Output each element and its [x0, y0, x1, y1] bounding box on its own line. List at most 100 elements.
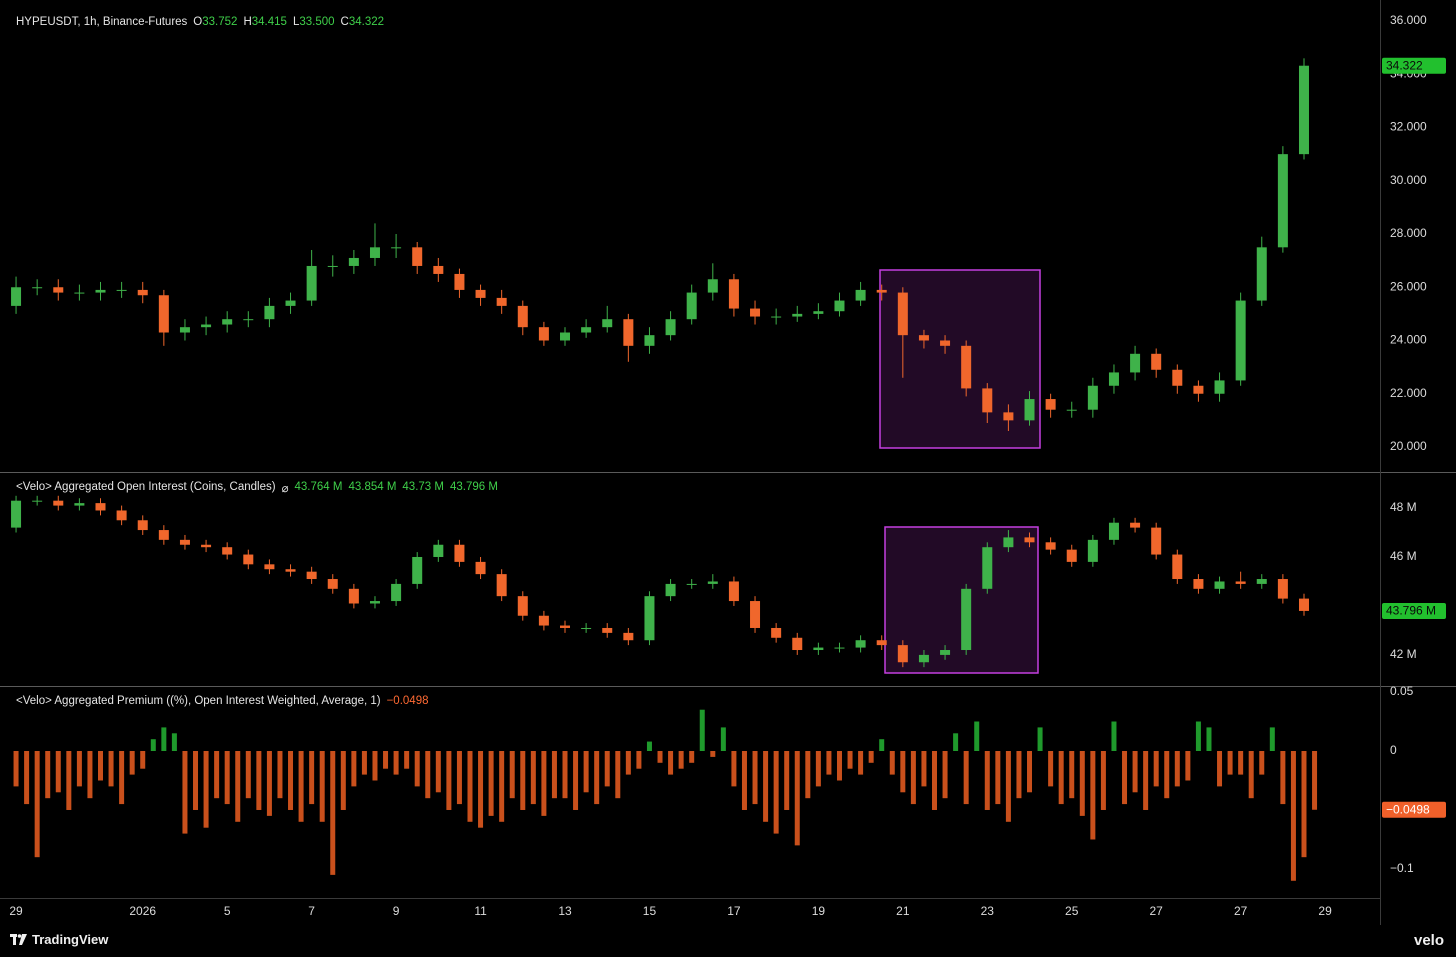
candle-body: [1108, 372, 1119, 386]
candle-body: [918, 654, 929, 663]
premium-bar: [1090, 751, 1096, 840]
candle-body: [750, 601, 761, 628]
candle-body: [179, 539, 190, 545]
candle-body: [686, 292, 697, 320]
candle-body: [1256, 247, 1267, 301]
ohlc: H34.415: [243, 16, 287, 28]
candle-body: [201, 324, 212, 328]
premium-bar: [710, 751, 716, 757]
last-value-label: −0.0498: [1386, 802, 1430, 816]
candle-body: [74, 503, 85, 506]
premium-bar: [636, 751, 642, 769]
candle-body: [1172, 554, 1183, 580]
candle-body: [306, 571, 317, 580]
candle-body: [560, 625, 571, 628]
candle-body: [222, 547, 233, 555]
premium-bar: [277, 751, 283, 799]
premium-bar: [393, 751, 399, 775]
ohlc-value: 43.854 M: [348, 481, 397, 493]
x-tick-label: 7: [308, 904, 315, 918]
x-tick-label: 5: [224, 904, 231, 918]
candle-body: [137, 520, 148, 531]
candle-body: [581, 627, 592, 629]
premium-bar: [836, 751, 842, 781]
candle-body: [876, 640, 887, 646]
premium-bar: [826, 751, 832, 775]
candle-body: [454, 544, 465, 562]
header-title: <Velo> Aggregated Open Interest (Coins, …: [16, 481, 276, 493]
premium-bar: [1259, 751, 1265, 775]
candle-body: [1298, 65, 1309, 155]
ohlc-key: L: [292, 16, 300, 28]
premium-bar: [309, 751, 315, 805]
candle-body: [792, 313, 803, 317]
candle-body: [53, 287, 64, 293]
candle-body: [982, 547, 993, 589]
premium-bar: [784, 751, 790, 810]
premium-bar: [87, 751, 93, 799]
premium-bar: [530, 751, 536, 805]
candle-body: [158, 530, 169, 540]
premium-bar: [984, 751, 990, 810]
premium-bar: [1217, 751, 1223, 787]
candle-body: [1108, 522, 1119, 540]
candle-body: [11, 500, 22, 528]
candle-body: [95, 289, 106, 293]
ohlc-value: 34.322: [348, 16, 385, 28]
candle-body: [855, 640, 866, 648]
premium-bar: [203, 751, 209, 828]
premium-bar: [1037, 727, 1043, 751]
premium-bar: [1027, 751, 1033, 793]
candle-body: [602, 627, 613, 633]
candle-body: [1130, 353, 1141, 373]
candle-body: [834, 647, 845, 649]
candle-body: [918, 335, 929, 341]
premium-bar: [414, 751, 420, 787]
premium-bar: [773, 751, 779, 834]
candle-body: [961, 345, 972, 389]
candle-body: [32, 500, 43, 502]
premium-bar: [1058, 751, 1064, 805]
premium-bar: [974, 721, 980, 751]
candle-body: [1193, 385, 1204, 394]
x-tick-label: 27: [1150, 904, 1164, 918]
candle-body: [369, 601, 380, 604]
premium-bar: [76, 751, 82, 787]
premium-bar: [689, 751, 695, 763]
y-tick-label: 20.000: [1390, 439, 1427, 453]
candle-body: [982, 388, 993, 413]
x-tick-label: 27: [1234, 904, 1248, 918]
premium-bar: [1227, 751, 1233, 775]
candle-body: [813, 647, 824, 651]
last-value-tag: [1382, 602, 1446, 619]
premium-bar: [171, 733, 177, 751]
premium-bar: [245, 751, 251, 799]
premium-bar: [488, 751, 494, 816]
premium-bar: [815, 751, 821, 787]
x-tick-label: 25: [1065, 904, 1079, 918]
premium-bar: [425, 751, 431, 799]
premium-bar: [108, 751, 114, 787]
candle-body: [95, 503, 106, 511]
candle-body: [201, 544, 212, 548]
ohlc-value: 34.415: [251, 16, 287, 28]
candle-body: [707, 581, 718, 584]
brand-icon: [10, 933, 27, 945]
ohlc-key: O: [193, 16, 203, 28]
ohlc-key: C: [340, 16, 349, 28]
premium-bar: [298, 751, 304, 822]
premium-bar: [583, 751, 589, 793]
y-tick-label: 30.000: [1390, 173, 1427, 187]
premium-bar: [45, 751, 51, 799]
premium-bar: [1185, 751, 1191, 781]
candle-body: [412, 556, 423, 584]
last-value-label: 34.322: [1386, 58, 1423, 72]
premium-bar: [351, 751, 357, 787]
ohlc: L33.500: [293, 16, 335, 28]
premium-bar: [383, 751, 389, 769]
candle-body: [53, 500, 64, 506]
candle-body: [876, 289, 887, 293]
premium-bar: [235, 751, 241, 822]
premium-bar: [541, 751, 547, 816]
